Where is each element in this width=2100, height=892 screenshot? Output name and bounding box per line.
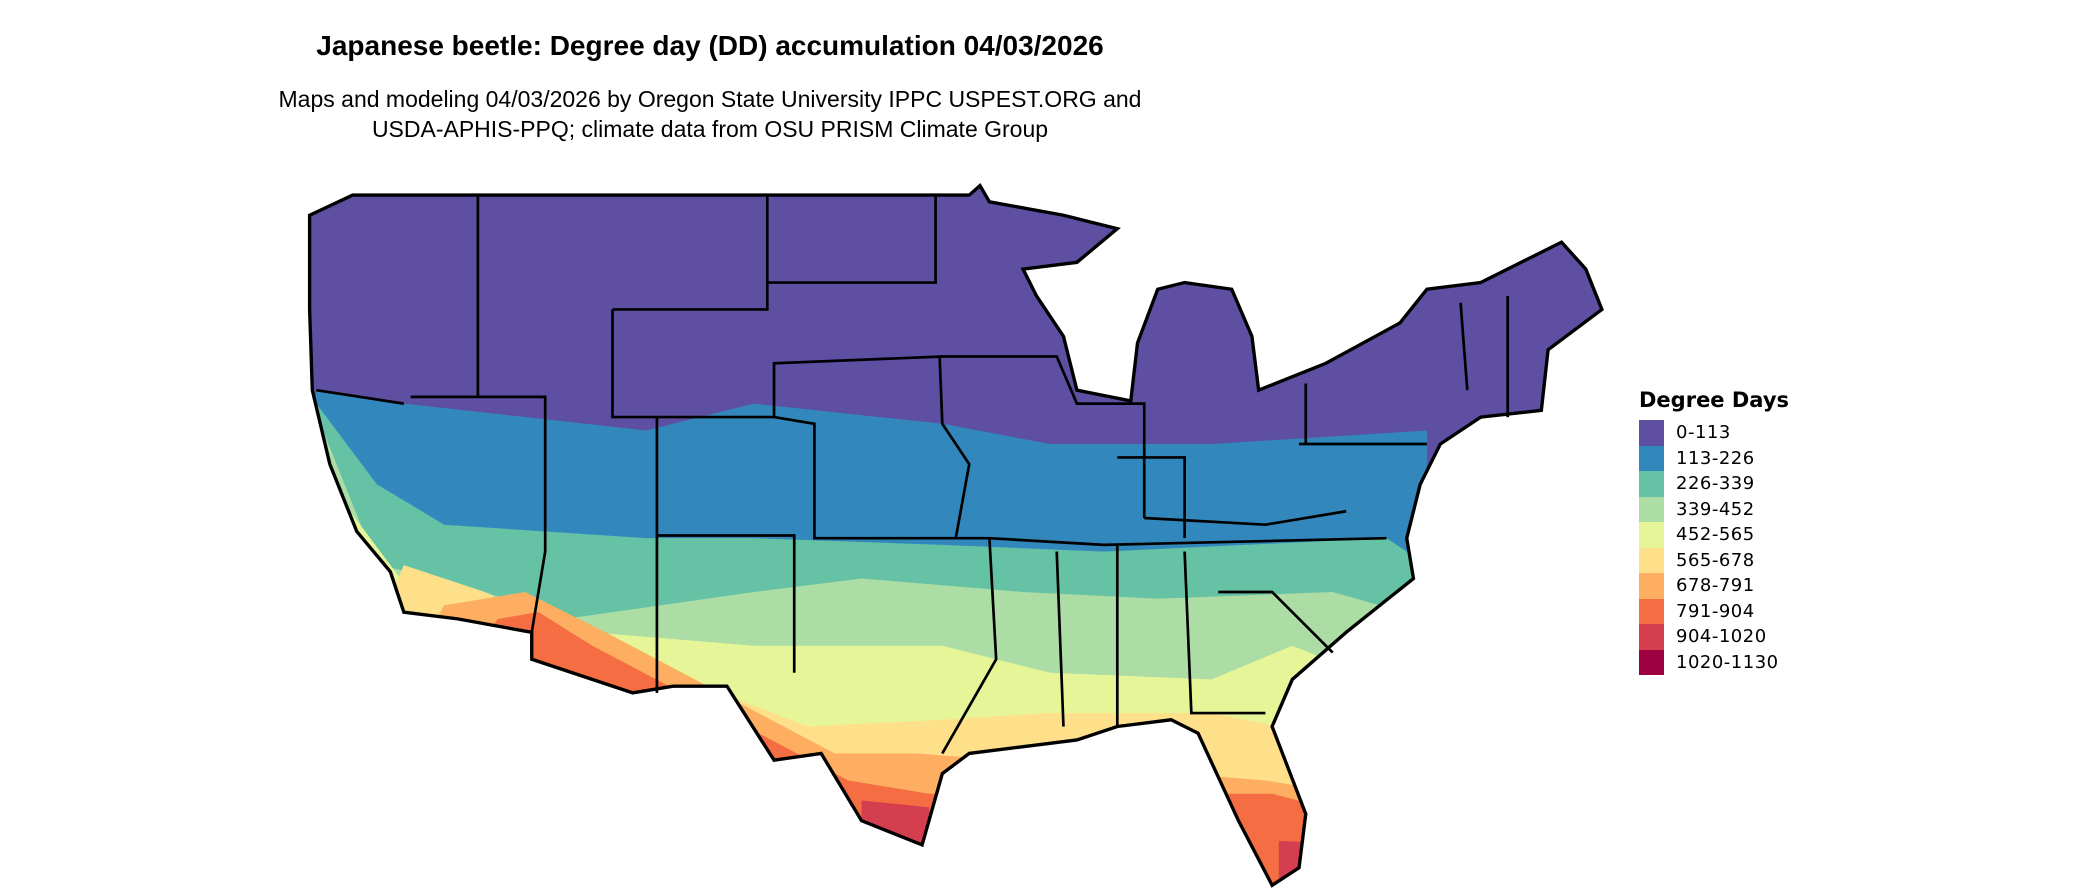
degree-day-bands (309, 185, 1602, 886)
legend: Degree Days 0-113 113-226 226-339 339-452 45… (1639, 388, 1789, 675)
legend-label: 0-113 (1676, 422, 1731, 444)
legend-item: 226-339 (1639, 471, 1789, 497)
legend-label: 904-1020 (1676, 626, 1767, 648)
legend-swatch (1639, 471, 1664, 497)
legend-label: 565-678 (1676, 549, 1755, 571)
map-subtitle: Maps and modeling 04/03/2026 by Oregon S… (0, 84, 1420, 144)
legend-item: 791-904 (1639, 598, 1789, 624)
legend-swatch (1639, 598, 1664, 624)
legend-label: 791-904 (1676, 600, 1755, 622)
legend-label: 339-452 (1676, 498, 1755, 520)
legend-item: 0-113 (1639, 420, 1789, 446)
subtitle-line-2: USDA-APHIS-PPQ; climate data from OSU PR… (371, 116, 1049, 142)
legend-swatch (1639, 522, 1664, 548)
state-borders (316, 195, 1510, 755)
legend-label: 1020-1130 (1676, 651, 1779, 673)
legend-swatch (1639, 624, 1664, 650)
legend-label: 678-791 (1676, 575, 1755, 597)
legend-swatch (1639, 573, 1664, 599)
legend-item: 678-791 (1639, 573, 1789, 599)
legend-item: 904-1020 (1639, 624, 1789, 650)
legend-item: 339-452 (1639, 496, 1789, 522)
legend-swatch (1639, 496, 1664, 522)
legend-item: 1020-1130 (1639, 649, 1789, 675)
legend-label: 113-226 (1676, 447, 1755, 469)
legend-swatch (1639, 420, 1664, 446)
legend-item: 452-565 (1639, 522, 1789, 548)
band-904-1020 (861, 800, 1427, 886)
legend-label: 452-565 (1676, 524, 1755, 546)
legend-label: 226-339 (1676, 473, 1755, 495)
legend-item: 565-678 (1639, 547, 1789, 573)
subtitle-line-1: Maps and modeling 04/03/2026 by Oregon S… (278, 86, 1142, 112)
map-title: Japanese beetle: Degree day (DD) accumul… (316, 30, 1104, 61)
legend-swatch (1639, 547, 1664, 573)
legend-swatch (1639, 649, 1664, 675)
legend-item: 113-226 (1639, 445, 1789, 471)
legend-swatch (1639, 445, 1664, 471)
legend-title: Degree Days (1639, 388, 1790, 412)
